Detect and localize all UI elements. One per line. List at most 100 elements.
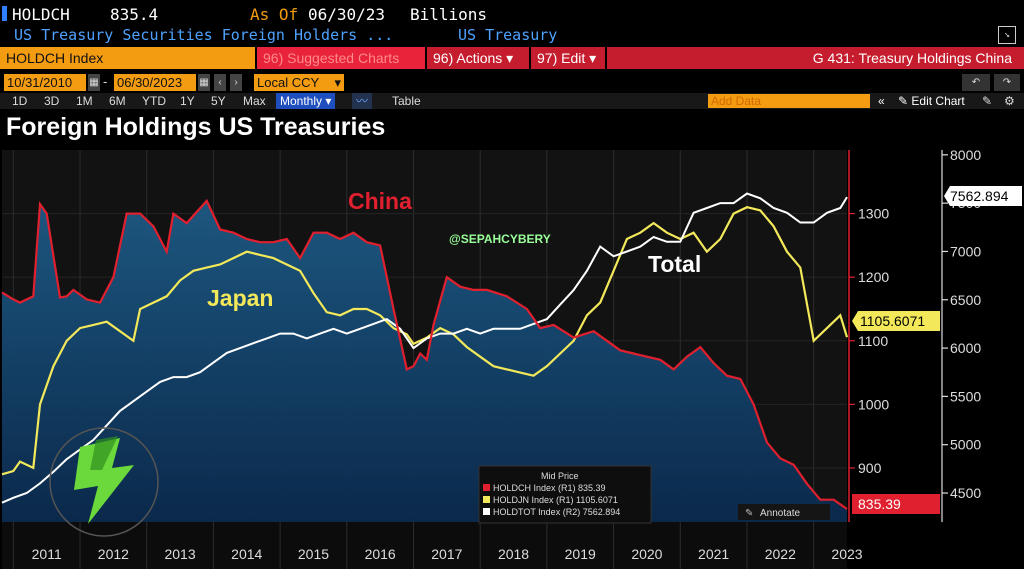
frequency-select[interactable]: Monthly ▾ bbox=[276, 93, 336, 109]
right-axis-1-label: 1100 bbox=[858, 333, 888, 349]
legend-item-total: HOLDTOT Index (R2) 7562.894 bbox=[493, 507, 620, 517]
chevron-down-icon: ▾ bbox=[589, 50, 597, 66]
right-axis-2-label: 5000 bbox=[950, 437, 981, 453]
legend-swatch-china bbox=[483, 484, 490, 491]
table-button[interactable]: Table bbox=[392, 94, 421, 108]
right-axis-2-label: 6000 bbox=[950, 340, 981, 356]
index-field[interactable]: HOLDCH Index bbox=[0, 47, 255, 69]
chevron-down-icon: ▾ bbox=[325, 94, 332, 108]
edit-chart-label: Edit Chart bbox=[911, 94, 965, 108]
period-3d[interactable]: 3D bbox=[44, 94, 60, 108]
line-chart-icon[interactable]: 〰 bbox=[352, 93, 372, 109]
edit-label: 97) Edit bbox=[537, 50, 586, 66]
annotate-button[interactable]: ✎ Annotate bbox=[738, 504, 830, 520]
x-tick-label: 2018 bbox=[498, 546, 529, 562]
chart-title: Foreign Holdings US Treasuries bbox=[6, 113, 386, 141]
start-date-field[interactable]: 10/31/2010 bbox=[4, 74, 86, 91]
redo-icon[interactable]: ↷ bbox=[994, 74, 1020, 91]
right-axis-1-label: 1000 bbox=[858, 396, 889, 412]
chevron-down-icon: ▾ bbox=[334, 75, 341, 90]
right-axis-2-label: 7000 bbox=[950, 243, 981, 259]
ticker-value: 835.4 bbox=[110, 5, 159, 24]
x-axis-band bbox=[2, 522, 847, 569]
frequency-label: Monthly bbox=[280, 94, 323, 108]
right-axis-2-label: 6500 bbox=[950, 292, 981, 308]
actions-label: 96) Actions bbox=[433, 50, 503, 66]
command-bar: HOLDCH Index 96) Suggested Charts 96) Ac… bbox=[0, 47, 1024, 69]
as-of-date: 06/30/23 bbox=[308, 5, 386, 24]
holdings-chart[interactable]: 2011 2012 2013 2014 2015 2016 2017 2018 2019 2020… bbox=[0, 145, 1024, 569]
right-axis-1-label: 900 bbox=[858, 460, 882, 476]
expand-window-icon[interactable]: ↘ bbox=[998, 26, 1016, 44]
japan-series-label: Japan bbox=[207, 285, 273, 311]
end-date-field[interactable]: 06/30/2023 bbox=[114, 74, 196, 91]
security-description-row: US Treasury Securities Foreign Holders .… bbox=[0, 25, 1024, 45]
pencil-icon: ✎ bbox=[745, 508, 753, 519]
china-series-label: China bbox=[348, 188, 412, 214]
japan-line bbox=[1, 206, 849, 476]
edit-menu[interactable]: 97) Edit ▾ bbox=[531, 47, 605, 69]
collapse-icon[interactable]: « bbox=[878, 94, 885, 108]
units-label: Billions bbox=[410, 5, 488, 24]
add-data-input[interactable]: Add Data bbox=[708, 94, 870, 108]
ticker-label: HOLDCH bbox=[12, 5, 70, 24]
header-marker bbox=[2, 6, 7, 21]
security-header: HOLDCH 835.4 As Of 06/30/23 Billions bbox=[0, 4, 1024, 24]
period-6m[interactable]: 6M bbox=[109, 94, 126, 108]
security-source: US Treasury bbox=[458, 26, 558, 44]
calendar-icon[interactable]: ▦ bbox=[88, 74, 100, 91]
total-last-value: 7562.894 bbox=[950, 188, 1009, 204]
legend-swatch-total bbox=[483, 508, 490, 515]
x-tick-label: 2023 bbox=[831, 546, 862, 562]
date-range-row: 10/31/2010 ▦ - 06/30/2023 ▦ ‹ › Local CC… bbox=[0, 74, 1024, 92]
x-tick-label: 2013 bbox=[164, 546, 195, 562]
prev-range-icon[interactable]: ‹ bbox=[214, 74, 226, 91]
right-axis-1: 900 1000 1100 1200 1300 bbox=[848, 150, 889, 522]
china-line bbox=[1, 198, 848, 510]
period-max[interactable]: Max bbox=[243, 94, 266, 108]
chevron-down-icon: ▾ bbox=[506, 50, 514, 66]
watermark-text: @SEPAHCYBERY bbox=[449, 232, 551, 246]
legend-item-china: HOLDCH Index (R1) 835.39 bbox=[493, 483, 606, 493]
x-tick-label: 2019 bbox=[565, 546, 596, 562]
legend-title: Mid Price bbox=[541, 471, 579, 481]
chart-id-label: G 431: Treasury Holdings China bbox=[607, 47, 1024, 69]
x-tick-label: 2016 bbox=[365, 546, 396, 562]
next-range-icon[interactable]: › bbox=[230, 74, 242, 91]
right-axis-2-label: 4500 bbox=[950, 485, 981, 501]
total-line bbox=[1, 192, 848, 504]
total-last-value-tag: 7562.894 bbox=[944, 186, 1022, 206]
bolt-logo-icon bbox=[49, 427, 159, 537]
period-1m[interactable]: 1M bbox=[76, 94, 93, 108]
x-tick-label: 2012 bbox=[98, 546, 129, 562]
legend-swatch-japan bbox=[483, 496, 490, 503]
gear-icon[interactable]: ⚙ bbox=[1004, 94, 1015, 108]
x-tick-label: 2021 bbox=[698, 546, 729, 562]
right-axis-1-label: 1300 bbox=[858, 206, 889, 222]
period-toolbar: 1D 3D 1M 6M YTD 1Y 5Y Max Monthly ▾ 〰 Ta… bbox=[0, 93, 1024, 109]
annotate-label: Annotate bbox=[760, 508, 800, 519]
as-of-label: As Of bbox=[250, 5, 299, 24]
security-description: US Treasury Securities Foreign Holders .… bbox=[14, 26, 394, 44]
x-tick-label: 2022 bbox=[765, 546, 796, 562]
x-tick-label: 2015 bbox=[298, 546, 329, 562]
suggested-charts-button[interactable]: 96) Suggested Charts bbox=[257, 47, 425, 69]
china-last-value-tag: 835.39 bbox=[852, 494, 940, 514]
edit-chart-button[interactable]: ✎ Edit Chart bbox=[898, 93, 965, 109]
currency-select[interactable]: Local CCY ▾ bbox=[254, 74, 344, 91]
period-5y[interactable]: 5Y bbox=[211, 94, 226, 108]
edit-icon[interactable]: ✎ bbox=[982, 94, 993, 108]
actions-menu[interactable]: 96) Actions ▾ bbox=[427, 47, 529, 69]
japan-last-value: 1105.6071 bbox=[860, 313, 925, 329]
x-axis: 2011 2012 2013 2014 2015 2016 2017 2018 2019 2020… bbox=[32, 546, 863, 562]
china-last-value: 835.39 bbox=[858, 496, 901, 512]
period-ytd[interactable]: YTD bbox=[142, 94, 166, 108]
x-tick-label: 2011 bbox=[32, 546, 62, 562]
total-series-label: Total bbox=[648, 251, 701, 277]
period-1d[interactable]: 1D bbox=[12, 94, 28, 108]
undo-icon[interactable]: ↶ bbox=[962, 74, 990, 91]
calendar-icon[interactable]: ▦ bbox=[198, 74, 210, 91]
japan-last-value-tag: 1105.6071 bbox=[852, 311, 940, 331]
currency-label: Local CCY bbox=[257, 75, 320, 90]
period-1y[interactable]: 1Y bbox=[180, 94, 195, 108]
